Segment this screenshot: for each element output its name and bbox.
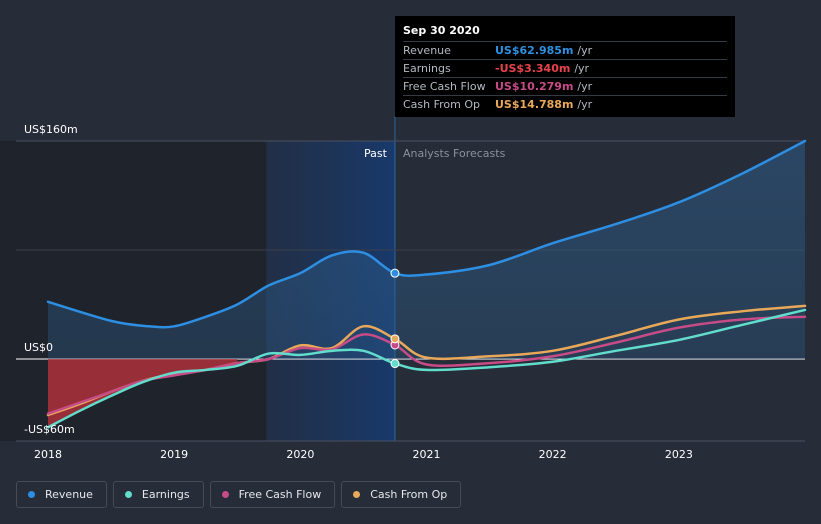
marker-cash-from-op xyxy=(390,334,400,344)
tooltip-label: Revenue xyxy=(403,44,451,57)
tooltip-unit: /yr xyxy=(577,44,593,57)
past-shade-region xyxy=(0,141,267,441)
earnings-negative-area xyxy=(48,359,238,428)
tooltip-row-cash-from-op: Cash From Op US$14.788m /yr xyxy=(403,95,727,113)
legend-dot-icon xyxy=(353,491,361,498)
tooltip-unit: /yr xyxy=(574,62,590,75)
tooltip: Sep 30 2020 Revenue US$62.985m /yr Earni… xyxy=(395,16,735,117)
tooltip-value: -US$3.340m xyxy=(495,62,571,75)
tooltip-date: Sep 30 2020 xyxy=(403,24,480,37)
tooltip-value: US$14.788m xyxy=(495,98,574,111)
marker-earnings xyxy=(390,359,400,369)
legend-label: Free Cash Flow xyxy=(238,488,322,501)
legend: Revenue Earnings Free Cash Flow Cash Fro… xyxy=(16,481,462,508)
legend-label: Earnings xyxy=(141,488,190,501)
tooltip-unit: /yr xyxy=(577,98,593,111)
tooltip-label: Cash From Op xyxy=(403,98,481,111)
y-tick-label: US$160m xyxy=(24,123,78,136)
legend-item-earnings[interactable]: Earnings xyxy=(112,481,204,508)
x-tick-label: 2018 xyxy=(34,448,62,461)
forecast-label: Analysts Forecasts xyxy=(403,147,506,160)
legend-item-cash-from-op[interactable]: Cash From Op xyxy=(341,481,462,508)
series-line-earnings xyxy=(46,308,807,429)
tooltip-row-free-cash-flow: Free Cash Flow US$10.279m /yr xyxy=(403,77,727,95)
tooltip-value: US$62.985m xyxy=(495,44,574,57)
x-tick-label: 2023 xyxy=(665,448,693,461)
tooltip-row-revenue: Revenue US$62.985m /yr xyxy=(403,41,727,59)
tooltip-row-earnings: Earnings -US$3.340m /yr xyxy=(403,59,727,77)
tooltip-value: US$10.279m xyxy=(495,80,574,93)
series-line-revenue xyxy=(46,139,807,329)
series-lines xyxy=(46,139,807,429)
axis-labels: US$160m US$0 -US$60m 2018 2019 2020 2021 2022 20… xyxy=(24,123,693,461)
legend-item-free-cash-flow[interactable]: Free Cash Flow xyxy=(209,481,336,508)
x-tick-label: 2021 xyxy=(413,448,441,461)
tooltip-label: Earnings xyxy=(403,62,451,75)
x-tick-label: 2022 xyxy=(539,448,567,461)
series-line-free-cash-flow xyxy=(46,315,807,415)
y-tick-label: -US$60m xyxy=(24,423,75,436)
x-tick-label: 2020 xyxy=(286,448,314,461)
legend-label: Cash From Op xyxy=(370,488,448,501)
y-tick-label: US$0 xyxy=(24,341,53,354)
legend-dot-icon xyxy=(124,491,132,498)
past-label: Past xyxy=(364,147,388,160)
legend-dot-icon xyxy=(28,491,35,498)
marker-revenue xyxy=(390,268,400,278)
legend-dot-icon xyxy=(221,491,229,498)
x-tick-label: 2019 xyxy=(160,448,188,461)
legend-label: Revenue xyxy=(45,488,93,501)
selected-markers xyxy=(390,268,400,369)
tooltip-label: Free Cash Flow xyxy=(403,80,486,93)
tooltip-unit: /yr xyxy=(577,80,593,93)
legend-item-revenue[interactable]: Revenue xyxy=(16,481,107,508)
